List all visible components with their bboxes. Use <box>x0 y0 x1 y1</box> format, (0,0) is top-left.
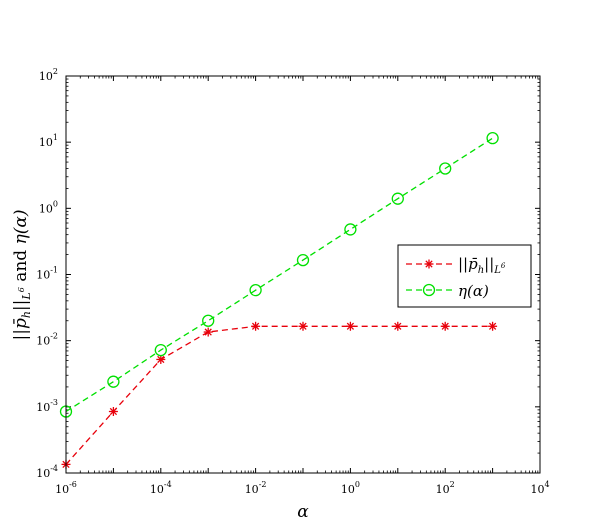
y-tick-mantissa: 10 <box>39 202 53 215</box>
y-tick-label: 10-2 <box>36 332 58 348</box>
x-tick-label: 10-4 <box>150 480 172 496</box>
y-tick-exponent: 1 <box>53 133 58 142</box>
x-tick-exponent: 4 <box>544 480 549 489</box>
data-point-series-1-3 <box>202 314 215 327</box>
y-axis-label-and: and <box>11 244 31 287</box>
series-lines <box>65 137 493 465</box>
x-tick-label: 102 <box>436 480 455 496</box>
x-tick-mantissa: 10 <box>245 483 259 496</box>
data-point-series-1-6 <box>344 223 357 236</box>
legend-box <box>397 244 532 308</box>
legend-asterisk-icon <box>424 259 434 269</box>
legend-label-series-0: ||p̄h||L6 <box>458 255 506 276</box>
data-point-series-0-9 <box>488 321 498 331</box>
data-point-series-0-1 <box>108 407 118 417</box>
data-point-series-1-8 <box>439 162 452 175</box>
x-tick-mantissa: 10 <box>55 483 69 496</box>
data-point-series-1-1 <box>107 375 120 388</box>
x-tick-exponent: -4 <box>164 480 172 489</box>
data-point-series-1-4 <box>249 284 262 297</box>
x-tick-label: 10-2 <box>245 480 267 496</box>
y-axis-label: ||p̄h||L6 and η(α) <box>11 209 33 340</box>
x-tick-label: 100 <box>341 480 360 496</box>
legend-circle-icon <box>422 283 436 297</box>
legend: ||p̄h||L6 η(α) <box>397 244 532 308</box>
data-point-series-0-8 <box>440 321 450 331</box>
x-tick-exponent: -2 <box>259 480 267 489</box>
data-point-series-1-7 <box>391 192 404 205</box>
series-markers <box>59 132 499 469</box>
y-tick-label: 10-3 <box>36 398 58 414</box>
svg-text:||p̄h||L6 and η(α): ||p̄h||L6 and η(α) <box>11 209 33 340</box>
data-point-series-0-6 <box>345 321 355 331</box>
y-axis-label-sub-L: L <box>20 292 33 300</box>
data-point-series-0-5 <box>298 321 308 331</box>
legend-marker-series-1 <box>422 283 436 297</box>
y-tick-mantissa: 10 <box>36 467 50 480</box>
y-tick-exponent: -2 <box>50 332 58 341</box>
y-tick-exponent: -4 <box>50 464 58 473</box>
y-tick-exponent: 0 <box>53 199 58 208</box>
series-line-1 <box>65 137 493 413</box>
y-axis-label-sub-h: h <box>20 311 33 318</box>
y-tick-exponent: -3 <box>50 398 58 407</box>
y-tick-label: 10-4 <box>36 464 58 480</box>
y-tick-exponent: 2 <box>53 67 58 76</box>
y-axis-label-eta: η(α) <box>11 209 31 244</box>
x-axis-label: α <box>297 502 309 522</box>
y-axis-label-sup-6: 6 <box>17 287 26 292</box>
y-tick-label: 100 <box>39 199 58 215</box>
x-tick-label: 10-6 <box>55 480 77 496</box>
x-tick-mantissa: 10 <box>150 483 164 496</box>
x-tick-labels: 10-6 10-4 10-2 100 102 104 <box>55 480 549 496</box>
y-tick-mantissa: 10 <box>36 401 50 414</box>
y-tick-mantissa: 10 <box>39 70 53 83</box>
legend-marker-series-0 <box>424 259 434 269</box>
y-tick-label: 102 <box>39 67 58 83</box>
data-point-series-1-2 <box>154 343 167 357</box>
x-tick-exponent: -6 <box>69 480 77 489</box>
y-tick-mantissa: 10 <box>36 335 50 348</box>
data-point-series-1-9 <box>486 132 499 145</box>
x-tick-mantissa: 10 <box>436 483 450 496</box>
y-tick-mantissa: 10 <box>36 269 50 282</box>
legend-label-series-1: η(α) <box>458 282 489 300</box>
data-point-series-0-3 <box>203 327 213 337</box>
plot-frame <box>65 75 541 474</box>
x-tick-exponent: 2 <box>450 480 455 489</box>
data-point-series-0-2 <box>156 354 166 364</box>
x-tick-mantissa: 10 <box>341 483 355 496</box>
y-axis-label-norm-open: || <box>11 329 31 340</box>
y-axis-label-norm-close: || <box>11 300 31 311</box>
y-tick-label: 10-1 <box>36 266 58 282</box>
x-tick-label: 104 <box>530 480 549 496</box>
data-point-series-1-5 <box>296 253 310 267</box>
data-point-series-0-7 <box>393 321 403 331</box>
x-tick-exponent: 0 <box>355 480 360 489</box>
x-tick-mantissa: 10 <box>530 483 544 496</box>
data-point-series-0-4 <box>251 321 261 331</box>
y-tick-label: 101 <box>39 133 58 149</box>
y-tick-mantissa: 10 <box>39 136 53 149</box>
y-tick-exponent: -1 <box>50 266 58 275</box>
y-axis-label-p: p̄ <box>11 318 31 329</box>
